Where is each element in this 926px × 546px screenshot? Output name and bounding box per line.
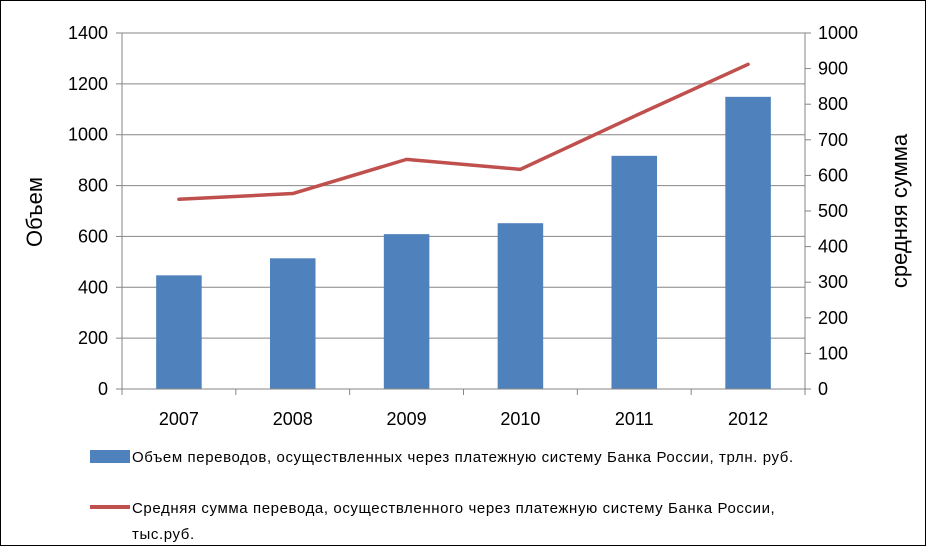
series-line [177,62,750,202]
x-tick-label: 2010 [500,409,540,429]
tick-labels: 0 200 400 600 800 1000 1200 1400 0 100 200 300 400 50… [68,23,858,429]
bar [497,223,544,389]
y-tick-label-right: 700 [818,130,848,150]
y-tick-label-right: 500 [818,201,848,221]
x-tick-label: 2011 [615,409,654,429]
x-tick-label: 2007 [159,409,199,429]
y-tick-label-right: 0 [818,379,828,399]
y-tick-label-right: 100 [818,343,848,363]
legend-swatch-bar [90,450,130,463]
y-tick-label-left: 200 [78,328,108,348]
y-tick-label-left: 600 [78,226,108,246]
legend: Объем переводов, осуществленных через пл… [90,449,794,543]
y-tick-label-right: 1000 [818,23,858,43]
gridlines [122,32,805,339]
y-tick-label-left: 800 [78,176,108,196]
x-tick-label: 2008 [273,409,313,429]
y-tick-label-left: 1400 [68,23,108,43]
bar [611,155,658,389]
line-series [177,62,750,202]
y-tick-label-right: 900 [818,59,848,79]
x-tick-label: 2012 [728,409,768,429]
y-tick-label-right: 600 [818,165,848,185]
x-tick-label: 2009 [387,409,427,429]
bar [383,234,430,389]
y-tick-label-left: 0 [98,379,108,399]
axes [116,32,811,395]
y-tick-label-left: 1000 [68,125,108,145]
legend-label-bar: Объем переводов, осуществленных через пл… [132,449,794,466]
y-axis-title-left: Объем [22,177,47,247]
y-tick-label-left: 1200 [68,74,108,94]
legend-label-line-2: тыс.руб. [132,526,195,543]
bar-series [156,96,771,389]
bar [269,258,316,389]
y-tick-label-right: 200 [818,308,848,328]
y-tick-label-right: 400 [818,237,848,257]
y-tick-label-left: 400 [78,277,108,297]
legend-label-line-1: Средняя сумма перевода, осуществленного … [132,500,775,517]
bar [156,275,202,389]
y-axis-title-right: средняя сумма [887,133,912,288]
bar [725,96,771,389]
y-tick-label-right: 800 [818,94,848,114]
y-tick-label-right: 300 [818,272,848,292]
